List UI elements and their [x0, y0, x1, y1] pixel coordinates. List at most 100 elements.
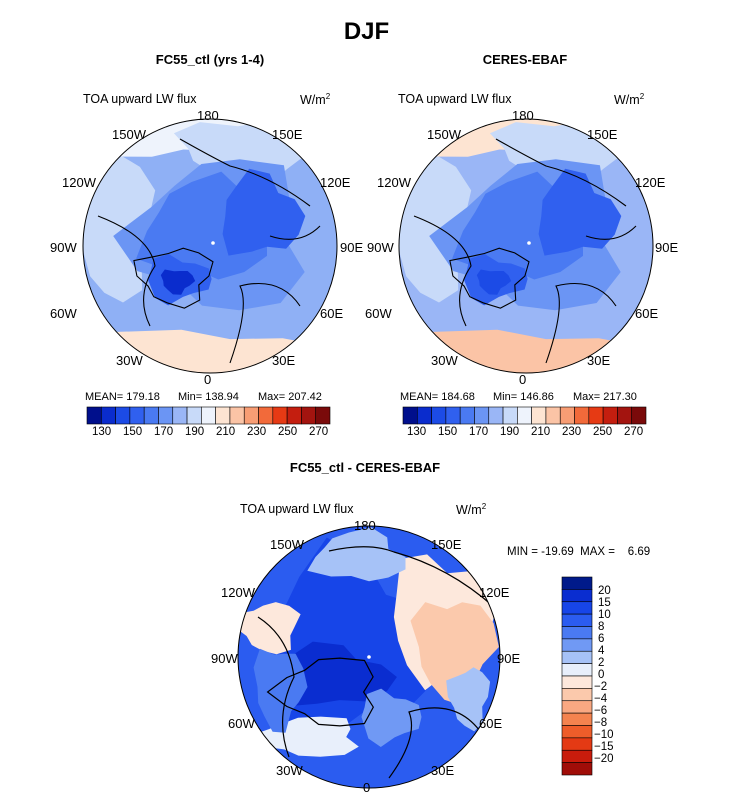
coastline	[269, 225, 321, 240]
lon-label-120e: 120E	[479, 585, 510, 600]
colorbar-tick: 150	[123, 426, 143, 438]
lon-label-120e: 120E	[635, 175, 666, 190]
colorbar-swatch	[561, 601, 593, 615]
map-border	[398, 118, 654, 374]
flux-region	[417, 329, 653, 373]
lon-label-180: 180	[197, 108, 219, 123]
lon-label-150w: 150W	[112, 127, 146, 142]
lon-label-90e: 90E	[340, 240, 364, 255]
colorbar-tick: −2	[594, 681, 608, 693]
lon-label-60w: 60W	[50, 306, 77, 321]
lon-label-30e: 30E	[272, 353, 296, 368]
flux-region	[538, 168, 622, 256]
lon-label-60e: 60E	[479, 716, 503, 731]
diff-region	[253, 648, 308, 733]
colorbar-tick: 4	[598, 645, 605, 657]
coastline	[229, 282, 301, 364]
lon-label-150w: 150W	[427, 127, 461, 142]
diff-panel-title: FC55_ctl - CERES-EBAF	[289, 460, 441, 475]
panel-2-mean: MEAN= 184.68	[400, 391, 475, 403]
map-border	[237, 525, 501, 789]
panel-1-field	[83, 119, 337, 373]
diff-region	[307, 527, 406, 582]
lon-label-150e: 150E	[272, 127, 303, 142]
lon-label-180: 180	[354, 518, 376, 533]
coastline	[179, 138, 311, 207]
lon-label-0: 0	[519, 372, 527, 387]
diff-region	[238, 602, 301, 655]
colorbar-tick: 190	[185, 426, 205, 438]
lon-label-30e: 30E	[431, 763, 455, 778]
colorbar-swatch	[561, 663, 593, 677]
colorbar-swatch	[561, 762, 593, 776]
lon-label-30e: 30E	[587, 353, 611, 368]
colorbar-tick: 210	[531, 426, 551, 438]
flux-region	[160, 269, 196, 295]
diff-panel-units: W/m2	[456, 502, 487, 518]
panel-1-mean: MEAN= 179.18	[85, 391, 160, 403]
flux-region	[101, 329, 337, 373]
colorbar-tick: 2	[598, 657, 605, 669]
coastline	[388, 707, 485, 779]
panel-2-title: CERES-EBAF	[482, 52, 568, 67]
colorbar-tick: 20	[598, 585, 611, 597]
colorbar-tick: 170	[154, 426, 174, 438]
colorbar-swatch	[561, 725, 593, 739]
panel-2-min: Min= 146.86	[493, 391, 554, 403]
page-title: DJF	[343, 18, 390, 45]
coastline	[328, 546, 495, 608]
diff-panel-minmax: MIN = -19.69 MAX = 6.69	[507, 546, 651, 558]
colorbar-tick: 230	[562, 426, 582, 438]
diff-region	[361, 688, 422, 747]
panel-1-max: Max= 207.42	[258, 391, 322, 403]
colorbar-tick: 10	[598, 609, 611, 621]
lon-label-90w: 90W	[50, 240, 77, 255]
lon-label-120e: 120E	[320, 175, 351, 190]
colorbar-tick: −8	[594, 717, 608, 729]
lon-label-60w: 60W	[228, 716, 255, 731]
flux-region	[476, 269, 512, 295]
colorbar-tick: 270	[624, 426, 644, 438]
colorbar-swatch	[561, 675, 593, 689]
colorbar-tick: 130	[92, 426, 112, 438]
diff-region	[246, 716, 359, 757]
panel-1-units: W/m2	[300, 92, 331, 108]
lon-label-120w: 120W	[377, 175, 411, 190]
panel-1-title: FC55_ctl (yrs 1-4)	[155, 52, 265, 67]
pole-marker	[367, 655, 371, 659]
colorbar-tick: 150	[438, 426, 458, 438]
coastline	[545, 282, 617, 364]
colorbar-tick: 15	[598, 597, 611, 609]
colorbar-tick: 0	[598, 669, 605, 681]
coastlines	[257, 546, 495, 779]
lon-label-150e: 150E	[431, 537, 462, 552]
colorbar-swatch	[561, 589, 593, 603]
lon-label-150e: 150E	[587, 127, 618, 142]
colorbar-tick: 230	[247, 426, 267, 438]
colorbar-tick: 210	[216, 426, 236, 438]
diff-panel-variable: TOA upward LW flux	[240, 502, 354, 516]
colorbar-tick: −20	[594, 753, 614, 765]
coastline	[266, 657, 374, 727]
coastline	[449, 247, 530, 309]
colorbar-swatch	[561, 638, 593, 652]
pole-marker	[211, 241, 215, 245]
colorbar-swatch	[561, 712, 593, 726]
coastlines	[97, 138, 321, 364]
coastline	[97, 215, 156, 327]
lon-label-0: 0	[204, 372, 212, 387]
colorbar-tick: −6	[594, 705, 608, 717]
lon-label-30w: 30W	[276, 763, 303, 778]
colorbar-tick: −4	[594, 693, 608, 705]
lon-label-90e: 90E	[655, 240, 679, 255]
colorbar-tick: 8	[598, 621, 605, 633]
colorbar-tick: −15	[594, 741, 614, 753]
colorbar-swatch	[631, 406, 647, 425]
colorbar-tick: 130	[407, 426, 427, 438]
coastline	[257, 616, 295, 758]
coastlines	[413, 138, 637, 364]
